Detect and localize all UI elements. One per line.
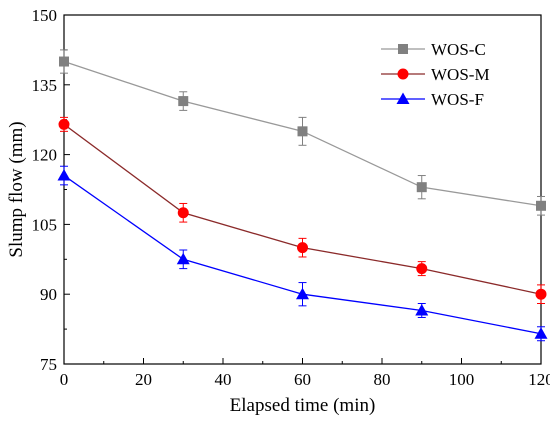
data-point [535,288,547,300]
x-tick-label: 0 [60,370,69,389]
x-axis-title: Elapsed time (min) [230,395,376,416]
y-axis-title: Slump flow (mm) [6,121,27,257]
data-point [296,287,309,300]
series-wos-f [57,165,548,342]
series-layer [57,49,548,342]
y-tick-label: 75 [40,355,57,374]
legend-marker [398,44,408,54]
data-point [536,200,546,211]
data-point [416,263,428,275]
legend-item-wos-m: WOS-M [381,65,490,84]
data-point [176,252,190,265]
legend: WOS-C WOS-M WOS-F [381,40,490,109]
data-point [416,182,427,193]
x-tick-label: 60 [294,370,311,389]
x-tick-label: 100 [449,370,475,389]
data-point [297,126,308,137]
legend-item-wos-c: WOS-C [381,40,486,59]
data-point [534,327,548,339]
legend-label: WOS-C [431,40,486,59]
x-tick-label: 80 [374,370,391,389]
legend-item-wos-f: WOS-F [381,90,484,109]
series-wos-m [58,116,547,305]
y-tick-label: 150 [32,6,58,25]
y-tick-label: 135 [32,76,58,95]
data-point [177,207,189,219]
legend-marker [397,68,409,80]
data-point [59,56,69,67]
x-tick-label: 20 [135,370,152,389]
data-point [415,303,429,316]
legend-label: WOS-F [431,90,484,109]
legend-label: WOS-M [431,65,490,84]
data-point [178,96,189,107]
x-axis-ticks: 0 20 40 60 80 100 120 [60,358,550,389]
x-tick-label: 120 [528,370,550,389]
legend-marker [396,92,410,104]
y-tick-label: 90 [40,285,57,304]
data-point [57,169,71,181]
series-wos-c [59,49,546,216]
x-tick-label: 40 [215,370,232,389]
y-tick-label: 105 [32,215,58,234]
y-axis-ticks: 75 90 105 120 135 150 [32,6,70,374]
data-point [58,118,70,130]
series-line [63,123,542,295]
data-point [297,242,308,254]
y-tick-label: 120 [32,146,58,165]
